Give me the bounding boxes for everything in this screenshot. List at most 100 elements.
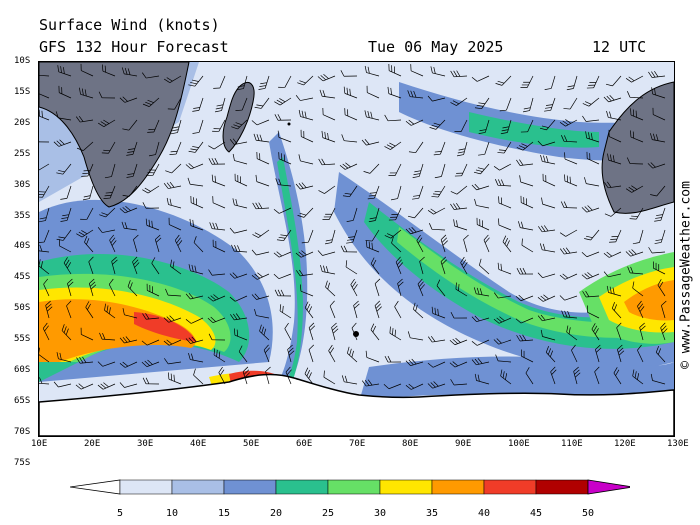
longitude-label: 50E xyxy=(243,439,260,449)
wind-barb xyxy=(142,377,160,385)
wind-barb xyxy=(559,273,578,280)
wind-barb xyxy=(319,89,336,99)
wind-barb xyxy=(340,245,358,253)
wind-barb xyxy=(573,366,581,385)
longitude-label: 30E xyxy=(137,439,154,449)
wind-barb xyxy=(108,278,116,297)
wind-barb xyxy=(384,229,402,239)
wind-barb xyxy=(39,229,50,243)
wind-barb xyxy=(394,300,402,319)
wind-barb xyxy=(188,264,204,275)
map-title: Surface Wind (knots) xyxy=(39,16,220,34)
wind-barb xyxy=(263,344,270,363)
wind-barb xyxy=(471,358,490,366)
wind-barb xyxy=(493,292,512,299)
colorbar-label: 5 xyxy=(116,508,124,519)
wind-barb xyxy=(317,250,336,256)
wind-map[interactable] xyxy=(38,61,675,437)
wind-barb xyxy=(295,182,314,190)
australia-landmass xyxy=(601,81,674,214)
wind-barb xyxy=(111,256,118,275)
wind-barb xyxy=(564,152,578,165)
wind-barb xyxy=(454,163,468,177)
wind-barb xyxy=(99,207,116,218)
wind-barb xyxy=(450,379,468,386)
wind-barb xyxy=(474,373,490,385)
longitude-label: 80E xyxy=(402,439,419,449)
wind-barb xyxy=(254,97,270,109)
wind-barb xyxy=(232,153,248,165)
wind-barb xyxy=(639,322,646,341)
wind-barb xyxy=(605,75,622,87)
wind-barb xyxy=(167,97,182,110)
wind-barb xyxy=(145,218,160,231)
wind-barb xyxy=(193,236,204,253)
wind-barb xyxy=(304,367,314,385)
wind-barb xyxy=(208,158,226,165)
wind-barb xyxy=(42,322,50,341)
wind-barb xyxy=(148,141,160,157)
wind-barb xyxy=(258,75,270,90)
wind-barb xyxy=(146,163,160,176)
wind-barb xyxy=(170,259,182,275)
wind-barb xyxy=(368,207,380,223)
wind-barb xyxy=(521,238,534,253)
wind-barb xyxy=(584,177,600,187)
wind-barb xyxy=(213,348,226,363)
wind-barb xyxy=(141,359,160,367)
wind-barb xyxy=(229,138,248,145)
wind-barb xyxy=(450,311,468,319)
wind-barb xyxy=(629,207,644,220)
wind-barb xyxy=(604,207,622,217)
wind-barb xyxy=(387,86,402,99)
wind-barb xyxy=(76,229,94,238)
wind-barb xyxy=(188,141,204,153)
wind-barb xyxy=(346,207,358,222)
wind-barb xyxy=(168,372,182,385)
wind-barb xyxy=(141,72,160,79)
wind-barb xyxy=(255,174,270,187)
wind-barb xyxy=(265,366,271,385)
wind-barb xyxy=(625,75,644,83)
wind-barb xyxy=(231,119,248,130)
wind-barb xyxy=(431,306,446,319)
wind-barb xyxy=(151,257,160,275)
wind-barb xyxy=(58,85,72,99)
wind-barb xyxy=(586,75,600,89)
wind-barb xyxy=(119,96,138,103)
wind-barb xyxy=(121,67,138,77)
wind-barb xyxy=(279,304,292,319)
wind-barb xyxy=(188,75,204,87)
wind-barb xyxy=(85,301,94,319)
longitude-label: 40E xyxy=(190,439,207,449)
wind-barb xyxy=(521,349,534,363)
longitude-label: 130E xyxy=(667,439,689,449)
wind-barb xyxy=(413,302,424,319)
wind-barb xyxy=(212,239,226,253)
wind-barb xyxy=(339,162,358,170)
wind-barb xyxy=(440,256,447,275)
wind-barb xyxy=(471,183,490,191)
wind-barb xyxy=(502,235,512,253)
wind-barb xyxy=(253,133,270,143)
wind-barb xyxy=(493,163,512,171)
wind-barb xyxy=(454,119,468,132)
wind-barb xyxy=(408,141,424,154)
kerguelen-island xyxy=(353,331,359,337)
wind-barb xyxy=(471,315,490,322)
wind-barb xyxy=(405,227,424,235)
wind-barb xyxy=(544,97,556,112)
wind-barb xyxy=(648,247,666,254)
wind-barb xyxy=(626,157,644,165)
colorbar-swatch xyxy=(379,479,433,495)
wind-barb xyxy=(516,159,534,166)
wind-barb xyxy=(637,344,644,363)
wind-barb xyxy=(185,336,204,344)
wind-barb xyxy=(165,288,182,297)
wind-barb xyxy=(39,244,50,253)
wind-barb xyxy=(45,300,53,319)
wind-barb xyxy=(188,352,204,363)
wind-barb xyxy=(97,227,116,233)
wind-barb xyxy=(76,356,94,364)
longitude-label: 10E xyxy=(31,439,48,449)
